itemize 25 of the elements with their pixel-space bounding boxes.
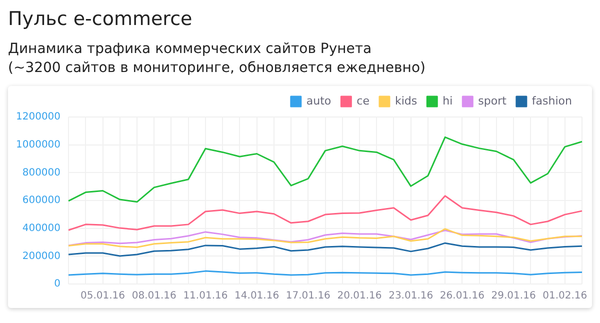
x-tick-label: 05.01.16 [80, 290, 126, 302]
chart-subtitle: Динамика трафика коммерческих сайтов Рунета (~3200 сайтов в мониторинге, обновляется ежедневно) [8, 40, 426, 78]
x-tick-label: 23.01.16 [388, 290, 434, 302]
x-tick-label: 14.01.16 [234, 290, 280, 302]
y-tick-label: 1200000 [16, 112, 61, 123]
y-tick-label: 600000 [22, 195, 61, 206]
x-tick-label: 29.01.16 [491, 290, 536, 302]
y-tick-label: 200000 [22, 250, 61, 262]
legend-label: ce [356, 94, 370, 108]
y-tick-label: 1000000 [16, 139, 61, 150]
legend-label: auto [306, 94, 332, 108]
x-tick-label: 08.01.16 [132, 290, 176, 302]
x-tick-label: 01.02.16 [542, 290, 588, 302]
legend-label: hi [442, 94, 453, 108]
x-tick-label: 20.01.16 [337, 290, 382, 302]
y-tick-label: 0 [54, 278, 61, 290]
legend-label: fashion [532, 94, 572, 108]
x-tick-label: 17.01.16 [286, 290, 330, 302]
legend-label: kids [394, 94, 418, 108]
x-tick-label: 11.01.16 [183, 290, 228, 302]
y-tick-label: 400000 [22, 222, 61, 234]
x-tick-label: 26.01.16 [440, 290, 484, 302]
legend-label: sport [478, 94, 508, 108]
chart-title: Пульс e-commerce [8, 8, 194, 30]
y-tick-label: 800000 [22, 167, 61, 178]
